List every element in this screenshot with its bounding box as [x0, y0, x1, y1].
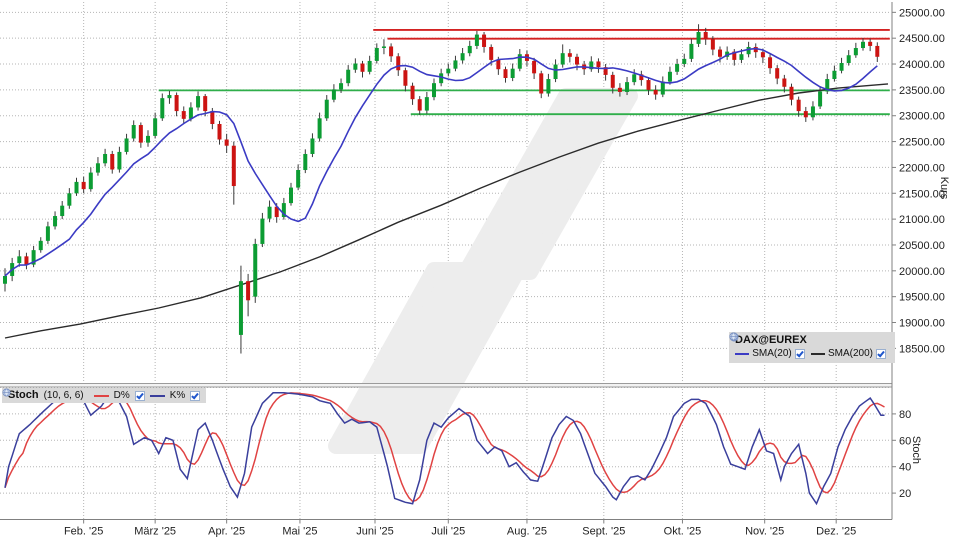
svg-text:Feb. '25: Feb. '25 — [64, 526, 103, 538]
svg-text:25000.00: 25000.00 — [899, 7, 945, 19]
svg-text:20500.00: 20500.00 — [899, 240, 945, 252]
price-legend[interactable]: DAX@EUREX SMA(20) SMA(200) — [729, 332, 895, 363]
svg-text:19000.00: 19000.00 — [899, 318, 945, 330]
svg-text:Nov. '25: Nov. '25 — [745, 526, 784, 538]
svg-text:Aug. '25: Aug. '25 — [507, 526, 547, 538]
sma200-line — [4, 83, 889, 339]
stochastic-lines — [4, 392, 885, 506]
svg-text:23500.00: 23500.00 — [899, 85, 945, 97]
instrument-title: DAX@EUREX — [735, 334, 807, 346]
svg-text:Mai '25: Mai '25 — [282, 526, 317, 538]
svg-text:23000.00: 23000.00 — [899, 111, 945, 123]
svg-text:22500.00: 22500.00 — [899, 137, 945, 149]
svg-text:Juni '25: Juni '25 — [356, 526, 394, 538]
svg-text:Okt. '25: Okt. '25 — [664, 526, 702, 538]
svg-text:Dez. '25: Dez. '25 — [816, 526, 856, 538]
price-axis[interactable]: 25000.00 24500.00 24000.00 23500.00 23000.00… — [892, 7, 950, 500]
svg-text:18500.00: 18500.00 — [899, 343, 945, 355]
svg-text:19500.00: 19500.00 — [899, 292, 945, 304]
svg-text:Apr. '25: Apr. '25 — [208, 526, 245, 538]
stoch-title: Stoch — [8, 389, 39, 401]
svg-text:20000.00: 20000.00 — [899, 266, 945, 278]
svg-text:21500.00: 21500.00 — [899, 188, 945, 200]
time-axis[interactable]: Feb. '25 März '25 Apr. '25 Mai '25 Juni '25 J… — [64, 519, 856, 538]
svg-text:60: 60 — [899, 435, 911, 447]
sma200-checkbox-icon[interactable] — [876, 348, 886, 359]
sma20-label: SMA(20) — [752, 348, 792, 359]
svg-text:März '25: März '25 — [134, 526, 176, 538]
svg-text:22000.00: 22000.00 — [899, 162, 945, 174]
sma200-line-sample — [810, 352, 825, 355]
candlesticks — [3, 24, 880, 354]
sma20-line — [4, 47, 878, 277]
svg-text:24000.00: 24000.00 — [899, 59, 945, 71]
sma20-line-sample — [735, 352, 750, 355]
stoch-d-label: D% — [113, 390, 130, 401]
stoch-k-label: K% — [169, 390, 186, 401]
stoch-params: (10, 6, 6) — [43, 390, 84, 401]
axes-frame — [0, 2, 893, 520]
svg-text:24500.00: 24500.00 — [899, 33, 945, 45]
svg-text:21000.00: 21000.00 — [899, 214, 945, 226]
support-resistance-lines — [158, 29, 890, 116]
stoch-axis-title: Stoch — [910, 436, 922, 464]
stoch-d-checkbox-icon[interactable] — [134, 390, 145, 401]
sma20-checkbox-icon[interactable] — [794, 348, 805, 359]
stoch-k-checkbox-icon[interactable] — [190, 390, 201, 401]
stoch-k-line-sample — [149, 394, 165, 397]
stoch-legend[interactable]: Stoch (10, 6, 6) D% K% — [2, 388, 207, 403]
price-axis-title: Kurs — [938, 177, 950, 200]
svg-text:Sept. '25: Sept. '25 — [582, 526, 625, 538]
svg-text:40: 40 — [899, 462, 911, 474]
svg-text:Juli '25: Juli '25 — [431, 526, 465, 538]
sma200-label: SMA(200) — [827, 348, 873, 359]
svg-text:80: 80 — [899, 409, 911, 421]
stoch-d-line-sample — [93, 394, 109, 397]
svg-text:20: 20 — [899, 488, 911, 500]
